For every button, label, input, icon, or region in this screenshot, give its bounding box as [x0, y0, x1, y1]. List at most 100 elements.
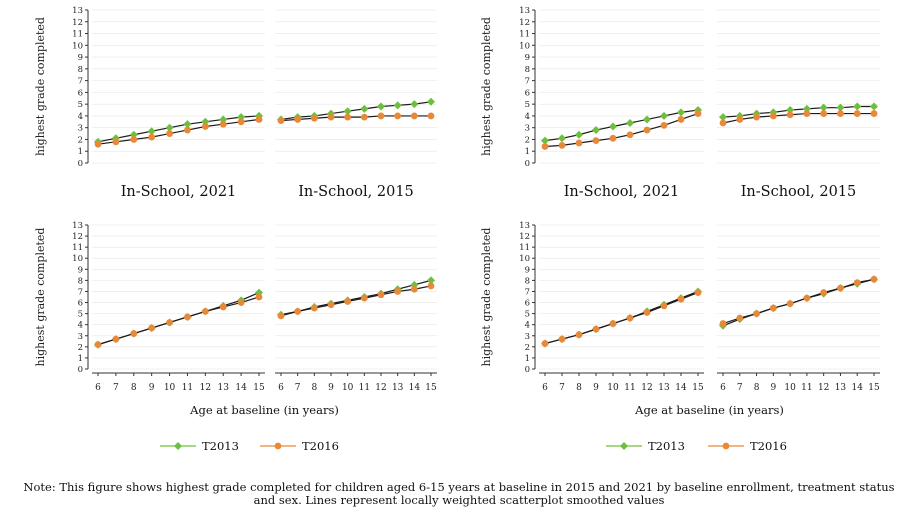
point-t2016: [237, 299, 245, 306]
point-t2016: [394, 112, 402, 120]
x-tick-label: 6: [278, 383, 284, 393]
panel-3: [539, 224, 704, 370]
x-tick-label: 14: [409, 383, 421, 393]
panel-title: In-School, 2021: [121, 184, 237, 200]
point-t2013: [626, 118, 634, 127]
point-t2016: [112, 335, 120, 343]
series-line-t2016: [544, 113, 699, 148]
x-tick-label: 15: [868, 383, 880, 393]
figure-note: Note: This figure shows highest grade co…: [0, 481, 918, 507]
x-tick-label: 15: [692, 383, 704, 393]
legend-marker-t2013: [174, 442, 182, 450]
point-t2016: [786, 111, 794, 119]
series-line-t2016: [722, 112, 874, 124]
point-t2016: [410, 112, 418, 120]
point-t2016: [377, 112, 385, 120]
point-t2016: [820, 110, 828, 117]
series-line-t2016: [97, 118, 260, 145]
panel-2: [275, 9, 437, 164]
point-t2016: [184, 126, 191, 134]
point-t2016: [558, 141, 566, 149]
y-tick-label: 11: [72, 243, 83, 253]
x-tick-label: 12: [375, 383, 386, 393]
point-t2013: [870, 102, 878, 111]
y-tick-label: 1: [525, 354, 530, 364]
series-line-t2016: [280, 115, 431, 122]
point-t2016: [277, 312, 285, 320]
series-line-t2016: [544, 292, 699, 345]
x-tick-label: 8: [131, 383, 137, 393]
panel-4: [275, 224, 437, 370]
panel-1: [539, 9, 704, 164]
y-tick-label: 6: [525, 299, 530, 309]
point-t2016: [736, 314, 744, 322]
point-t2016: [327, 113, 335, 121]
x-tick-label: 6: [95, 383, 101, 393]
point-t2016: [294, 116, 302, 123]
point-t2016: [769, 112, 777, 120]
point-t2016: [344, 113, 352, 121]
point-t2013: [165, 123, 174, 132]
legend-label: T2013: [202, 439, 239, 453]
panel-1: [92, 9, 265, 164]
point-t2016: [753, 310, 760, 318]
x-tick-label: 9: [149, 383, 155, 393]
legend-label: T2016: [750, 439, 787, 453]
x-tick-label: 12: [200, 383, 211, 393]
y-axis-label: highest grade completed: [480, 228, 493, 367]
point-t2013: [393, 101, 402, 110]
y-tick-label: 7: [78, 77, 83, 87]
x-tick-label: 14: [851, 383, 863, 393]
panel-4: [717, 224, 880, 370]
x-tick-label: 10: [164, 383, 176, 393]
point-t2016: [541, 143, 549, 150]
point-t2013: [719, 113, 727, 122]
point-t2013: [643, 115, 651, 124]
point-t2016: [853, 279, 861, 286]
y-tick-label: 2: [525, 343, 530, 353]
series-line-t2013: [544, 109, 699, 142]
x-tick-label: 13: [835, 383, 847, 393]
point-t2016: [719, 119, 727, 127]
y-tick-label: 0: [525, 365, 530, 375]
point-t2016: [803, 110, 811, 117]
point-t2016: [694, 110, 702, 117]
point-t2013: [377, 102, 385, 111]
x-tick-label: 7: [737, 383, 743, 393]
point-t2013: [558, 134, 566, 143]
point-t2013: [575, 130, 583, 139]
point-t2016: [344, 298, 352, 305]
point-t2013: [677, 108, 685, 117]
y-tick-label: 3: [525, 124, 530, 134]
panel-title: In-School, 2015: [298, 184, 414, 200]
series-line-t2013: [722, 105, 874, 118]
point-t2016: [310, 304, 318, 312]
x-tick-label: 15: [253, 383, 265, 393]
point-t2016: [820, 289, 828, 296]
point-t2016: [853, 110, 861, 117]
point-t2016: [837, 110, 844, 117]
point-t2016: [94, 140, 102, 148]
point-t2016: [310, 114, 318, 122]
point-t2016: [410, 285, 418, 293]
y-tick-label: 7: [525, 77, 530, 87]
point-t2016: [166, 130, 173, 137]
y-tick-label: 0: [525, 159, 530, 169]
point-t2016: [609, 134, 617, 142]
y-axis-label: highest grade completed: [34, 17, 47, 156]
point-t2016: [803, 294, 811, 302]
y-tick-label: 1: [78, 354, 83, 364]
point-t2013: [660, 111, 668, 120]
y-tick-label: 12: [519, 232, 530, 242]
point-t2016: [219, 120, 227, 128]
point-t2016: [660, 121, 668, 129]
point-t2016: [166, 319, 173, 326]
y-tick-label: 2: [78, 135, 83, 145]
point-t2016: [677, 295, 685, 303]
x-tick-label: 13: [392, 383, 404, 393]
y-tick-label: 9: [525, 53, 530, 63]
y-tick-label: 11: [519, 30, 530, 40]
legend-label: T2016: [302, 439, 339, 453]
y-tick-label: 5: [78, 100, 83, 110]
